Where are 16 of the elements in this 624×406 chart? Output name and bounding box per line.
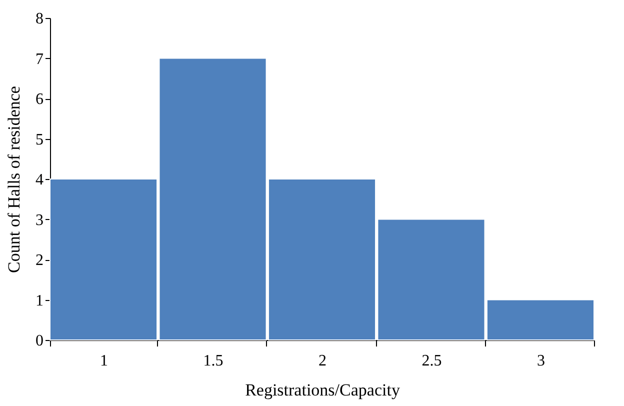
y-axis-title: Count of Halls of residence [4, 86, 24, 273]
y-tick-label: 6 [36, 91, 44, 108]
x-tick-label: 1.5 [203, 352, 224, 370]
y-tick-label: 1 [36, 292, 44, 310]
y-tick-label: 8 [36, 10, 44, 28]
x-tick-label: 1 [100, 352, 108, 370]
y-tick-label: 4 [36, 172, 44, 188]
x-tick-label: 3 [536, 352, 545, 370]
y-tick-label: 7 [36, 50, 44, 68]
y-tick-label: 0 [36, 332, 44, 350]
y-tick-label: 2 [36, 252, 44, 269]
x-axis-title: Registrations/Capacity [245, 380, 400, 400]
x-tick-label: 2 [318, 352, 326, 370]
y-tick-label: 5 [36, 131, 44, 148]
y-tick-label: 3 [36, 212, 44, 229]
x-tick-label: 2.5 [422, 352, 442, 370]
